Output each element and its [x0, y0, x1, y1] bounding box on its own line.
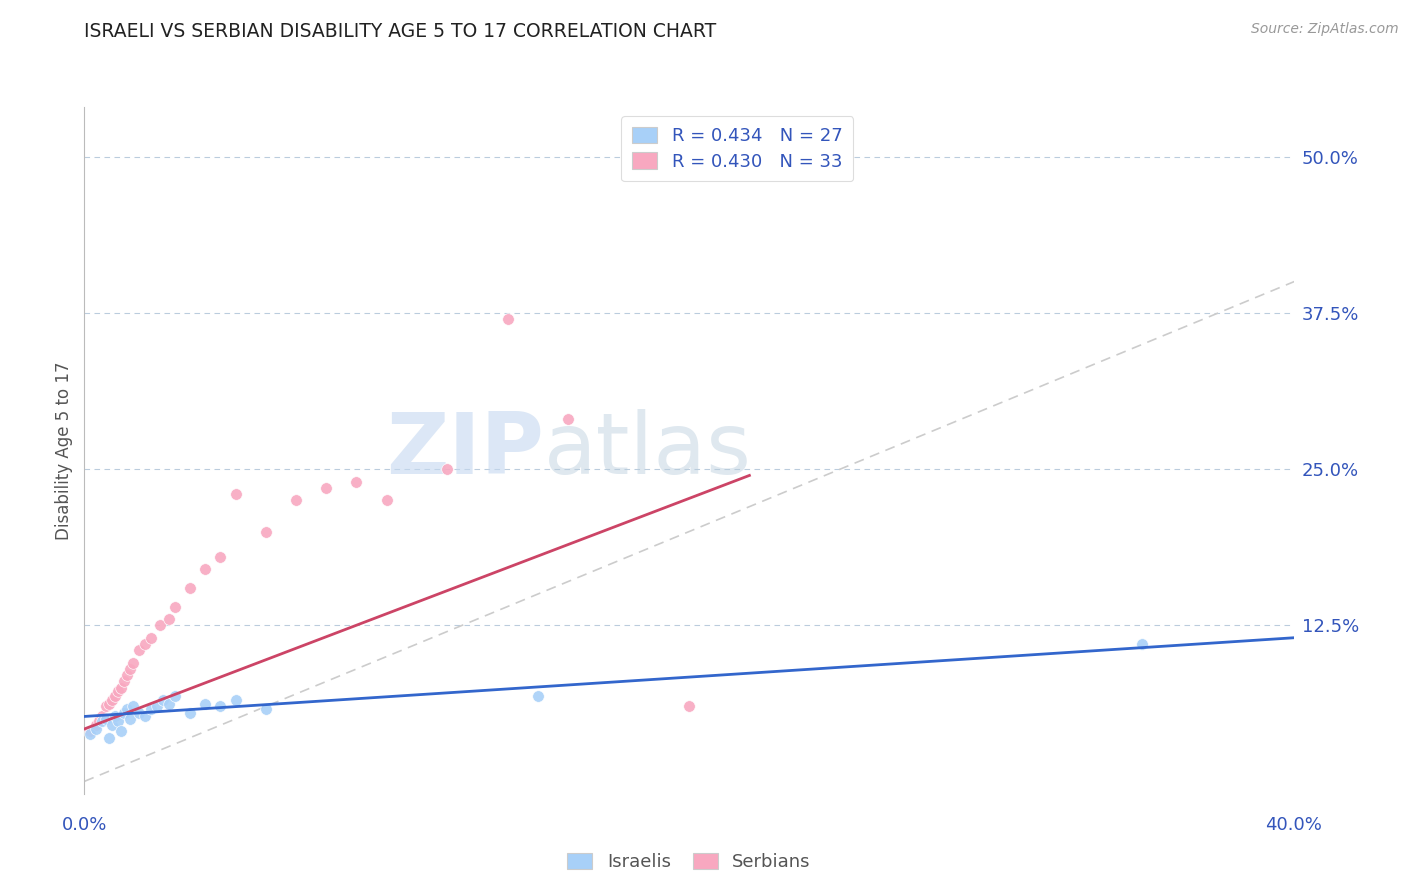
- Point: [89, 714, 111, 729]
- Point: [436, 462, 458, 476]
- Point: [86, 718, 108, 732]
- Point: [375, 493, 398, 508]
- Point: [112, 706, 135, 720]
- Point: [121, 699, 143, 714]
- Point: [107, 714, 129, 729]
- Point: [179, 581, 201, 595]
- Text: ISRAELI VS SERBIAN DISABILITY AGE 5 TO 17 CORRELATION CHART: ISRAELI VS SERBIAN DISABILITY AGE 5 TO 1…: [84, 22, 717, 41]
- Point: [139, 702, 162, 716]
- Point: [97, 697, 120, 711]
- Legend: R = 0.434   N = 27, R = 0.430   N = 33: R = 0.434 N = 27, R = 0.430 N = 33: [621, 116, 853, 181]
- Point: [209, 549, 232, 564]
- Point: [163, 599, 186, 614]
- Point: [194, 697, 217, 711]
- Point: [94, 712, 117, 726]
- Point: [97, 731, 120, 745]
- Point: [94, 699, 117, 714]
- Point: [79, 727, 101, 741]
- Point: [121, 656, 143, 670]
- Point: [315, 481, 337, 495]
- Point: [86, 722, 108, 736]
- Text: atlas: atlas: [544, 409, 752, 492]
- Text: 0.0%: 0.0%: [62, 816, 107, 834]
- Point: [104, 709, 127, 723]
- Text: Source: ZipAtlas.com: Source: ZipAtlas.com: [1251, 22, 1399, 37]
- Point: [194, 562, 217, 576]
- Point: [115, 702, 138, 716]
- Text: 40.0%: 40.0%: [1265, 816, 1322, 834]
- Point: [209, 699, 232, 714]
- Point: [139, 631, 162, 645]
- Point: [79, 724, 101, 739]
- Point: [163, 690, 186, 704]
- Point: [179, 706, 201, 720]
- Point: [134, 637, 156, 651]
- Text: ZIP: ZIP: [387, 409, 544, 492]
- Point: [284, 493, 308, 508]
- Point: [134, 709, 156, 723]
- Point: [225, 693, 247, 707]
- Point: [100, 693, 122, 707]
- Point: [346, 475, 368, 489]
- Y-axis label: Disability Age 5 to 17: Disability Age 5 to 17: [55, 361, 73, 540]
- Legend: Israelis, Serbians: Israelis, Serbians: [560, 846, 818, 879]
- Point: [1130, 637, 1153, 651]
- Point: [112, 674, 135, 689]
- Point: [149, 618, 172, 632]
- Point: [91, 714, 114, 729]
- Point: [107, 684, 129, 698]
- Point: [225, 487, 247, 501]
- Point: [678, 699, 700, 714]
- Point: [254, 702, 277, 716]
- Point: [118, 712, 141, 726]
- Point: [118, 662, 141, 676]
- Point: [157, 697, 180, 711]
- Point: [115, 668, 138, 682]
- Point: [152, 693, 174, 707]
- Point: [496, 312, 519, 326]
- Point: [110, 724, 132, 739]
- Point: [128, 706, 150, 720]
- Point: [91, 709, 114, 723]
- Point: [254, 524, 277, 539]
- Point: [110, 681, 132, 695]
- Point: [557, 412, 579, 426]
- Point: [128, 643, 150, 657]
- Point: [104, 690, 127, 704]
- Point: [157, 612, 180, 626]
- Point: [146, 699, 169, 714]
- Point: [526, 690, 548, 704]
- Point: [100, 718, 122, 732]
